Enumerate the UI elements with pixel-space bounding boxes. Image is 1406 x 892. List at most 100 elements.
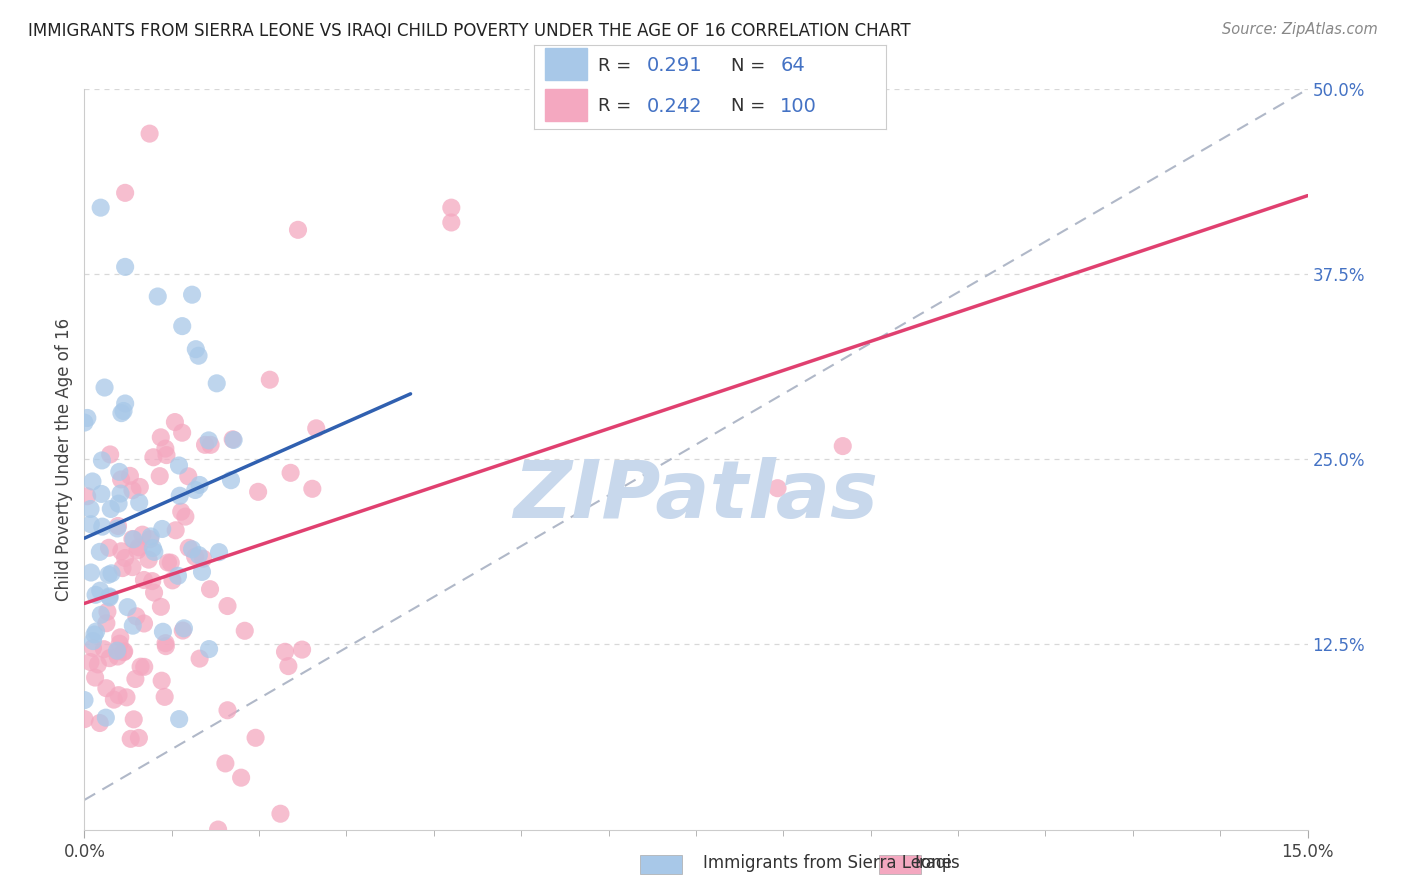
Point <box>79 502 101 516</box>
Point <box>301 482 323 496</box>
Point <box>128 495 150 509</box>
Point <box>118 468 141 483</box>
Point <box>112 404 135 418</box>
Point <box>170 505 193 519</box>
Point <box>187 548 209 562</box>
Point <box>187 349 209 363</box>
Point <box>156 556 179 570</box>
Point <box>291 642 314 657</box>
Point <box>214 756 236 771</box>
Point <box>98 447 121 461</box>
Point <box>114 260 136 274</box>
Point <box>107 649 129 664</box>
Point <box>107 519 129 533</box>
Point <box>259 373 281 387</box>
Point <box>150 522 173 536</box>
Point <box>153 690 176 704</box>
Point <box>174 509 197 524</box>
Point <box>84 624 107 639</box>
Point <box>138 552 160 566</box>
Point <box>76 411 98 425</box>
Point <box>146 289 169 303</box>
Point <box>93 380 115 394</box>
Point <box>207 822 229 837</box>
Point <box>91 519 114 533</box>
Point <box>90 201 112 215</box>
Point <box>107 688 129 702</box>
Point <box>149 599 172 614</box>
Point <box>177 469 200 483</box>
Point <box>172 425 194 440</box>
Point <box>120 731 142 746</box>
Point <box>155 442 177 456</box>
Point <box>80 566 103 580</box>
Point <box>222 433 245 447</box>
Point <box>440 201 463 215</box>
Point <box>110 472 132 486</box>
Point <box>162 574 184 588</box>
Point <box>155 448 177 462</box>
Point <box>107 644 129 658</box>
Point <box>128 480 150 494</box>
Point <box>73 416 96 430</box>
Point <box>83 627 105 641</box>
Point <box>219 473 242 487</box>
Point <box>97 567 120 582</box>
Point <box>165 523 187 537</box>
Text: R =: R = <box>598 57 631 75</box>
Point <box>229 771 252 785</box>
Point <box>84 671 107 685</box>
Point <box>184 342 207 356</box>
Point <box>269 806 291 821</box>
Point <box>76 489 98 503</box>
Bar <box>544 48 586 80</box>
Point <box>100 502 122 516</box>
Point <box>172 624 194 638</box>
Point <box>82 475 104 489</box>
Point <box>197 434 219 448</box>
Point <box>222 433 245 447</box>
Point <box>93 642 115 657</box>
Point <box>184 483 207 497</box>
Text: 0.291: 0.291 <box>647 56 703 75</box>
Point <box>155 639 177 653</box>
Point <box>245 731 267 745</box>
Point <box>167 458 190 473</box>
Point <box>110 486 132 500</box>
Point <box>177 541 200 555</box>
Point <box>134 660 156 674</box>
Point <box>105 521 128 535</box>
Point <box>90 487 112 501</box>
Point <box>122 533 145 547</box>
Point <box>440 215 463 229</box>
Point <box>114 396 136 410</box>
Point <box>98 591 121 605</box>
Point <box>73 712 96 726</box>
Text: ZIPatlas: ZIPatlas <box>513 458 879 535</box>
Point <box>90 607 112 622</box>
Point <box>131 527 153 541</box>
Text: 100: 100 <box>780 97 817 116</box>
Point <box>110 406 132 420</box>
Point <box>305 421 328 435</box>
Point <box>167 712 190 726</box>
Point <box>173 621 195 635</box>
Point <box>167 569 190 583</box>
Point <box>287 223 309 237</box>
Point <box>89 583 111 598</box>
Point <box>98 541 121 555</box>
Point <box>149 430 172 444</box>
Text: N =: N = <box>731 57 765 75</box>
Point <box>100 566 122 581</box>
Point <box>80 517 103 532</box>
Point <box>143 585 166 599</box>
Point <box>91 453 114 467</box>
Point <box>124 672 146 686</box>
Point <box>142 450 165 465</box>
Point <box>128 731 150 745</box>
Point <box>188 651 211 665</box>
Point <box>127 543 149 558</box>
Point <box>89 716 111 731</box>
Point <box>191 565 214 579</box>
Point <box>117 600 139 615</box>
